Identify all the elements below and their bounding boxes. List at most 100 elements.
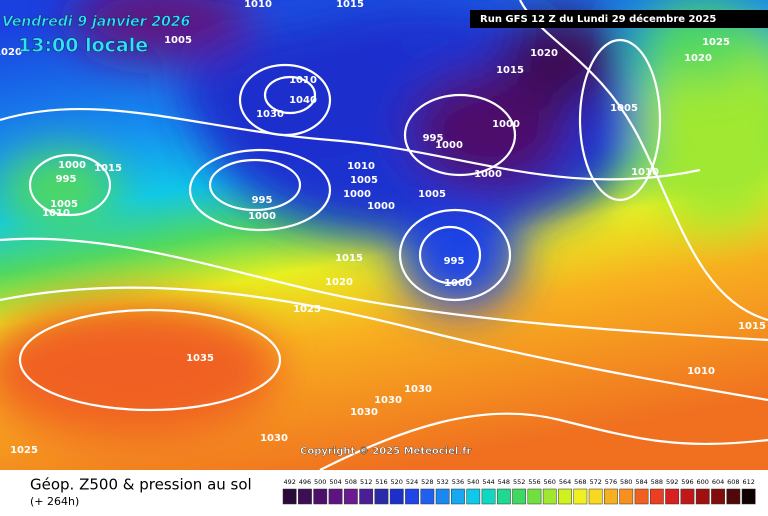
scale-label: 596 bbox=[681, 478, 693, 486]
scale-label: 536 bbox=[452, 478, 464, 486]
isobar-label: 1010 bbox=[687, 366, 715, 377]
isobar-label: 1030 bbox=[404, 384, 432, 395]
isobar-label: 1005 bbox=[50, 199, 78, 210]
isobar-label: 1005 bbox=[610, 103, 638, 114]
isobar-label: 1020 bbox=[0, 47, 22, 58]
scale-label: 552 bbox=[513, 478, 525, 486]
map-field bbox=[0, 0, 768, 470]
isobar-label: 1005 bbox=[164, 35, 192, 46]
scale-swatch bbox=[466, 488, 481, 505]
scale-label: 520 bbox=[391, 478, 403, 486]
scale-swatch bbox=[512, 488, 527, 505]
color-scale: 492 496 500 504 508 512 516 520 524 528 532 536 540 5… bbox=[282, 478, 756, 505]
isobar-label: 1030 bbox=[260, 433, 288, 444]
scale-swatch bbox=[359, 488, 374, 505]
scale-label: 492 bbox=[283, 478, 295, 486]
scale-label: 528 bbox=[421, 478, 433, 486]
scale-swatch bbox=[328, 488, 343, 505]
scale-label: 496 bbox=[299, 478, 311, 486]
isobars bbox=[0, 0, 768, 470]
lead-time: (+ 264h) bbox=[30, 495, 79, 508]
scale-label: 608 bbox=[727, 478, 739, 486]
isobar-label: 1000 bbox=[367, 201, 395, 212]
legend-title: Géop. Z500 & pression au sol bbox=[30, 476, 252, 494]
isobar-label: 1010 bbox=[289, 75, 317, 86]
scale-swatch bbox=[313, 488, 328, 505]
isobar-label: 1010 bbox=[244, 0, 272, 10]
scale-swatch bbox=[343, 488, 358, 505]
scale-swatch bbox=[542, 488, 557, 505]
scale-label: 500 bbox=[314, 478, 326, 486]
scale-label: 580 bbox=[620, 478, 632, 486]
scale-swatch bbox=[726, 488, 741, 505]
scale-swatch bbox=[451, 488, 465, 505]
scale-swatch bbox=[496, 488, 511, 505]
scale-label: 568 bbox=[574, 478, 586, 486]
isobar-label: 1020 bbox=[530, 48, 558, 59]
isobar-label: 1020 bbox=[325, 277, 353, 288]
scale-label: 560 bbox=[544, 478, 556, 486]
isobar-label: 995 bbox=[423, 133, 444, 144]
scale-swatch bbox=[711, 488, 725, 505]
scale-label: 516 bbox=[375, 478, 387, 486]
scale-label: 584 bbox=[635, 478, 647, 486]
isobar-label: 995 bbox=[56, 174, 77, 185]
map-title: Vendredi 9 janvier 2026 bbox=[2, 14, 191, 30]
scale-label: 576 bbox=[605, 478, 617, 486]
header: Vendredi 9 janvier 2026 13:00 locale Run… bbox=[2, 10, 768, 457]
scale-label: 572 bbox=[589, 478, 601, 486]
run-info: Run GFS 12 Z du Lundi 29 décembre 2025 bbox=[480, 13, 716, 25]
isobar-label: 1015 bbox=[94, 163, 122, 174]
scale-swatch bbox=[588, 488, 603, 505]
isobar-label: 995 bbox=[444, 256, 465, 267]
isobar-label: 1005 bbox=[418, 189, 446, 200]
scale-label: 544 bbox=[482, 478, 494, 486]
isobar-label: 1025 bbox=[293, 304, 321, 315]
isobar-label: 1025 bbox=[702, 37, 730, 48]
scale-swatch bbox=[405, 488, 419, 505]
scale-swatch bbox=[619, 488, 634, 505]
scale-swatch bbox=[695, 488, 710, 505]
isobar-label: 1030 bbox=[374, 395, 402, 406]
isobar-label: 1010 bbox=[42, 208, 70, 219]
scale-swatch bbox=[481, 488, 496, 505]
scale-swatch bbox=[604, 488, 618, 505]
isobar-label: 1010 bbox=[347, 161, 375, 172]
isobar-label: 1000 bbox=[435, 140, 463, 151]
isobar-label: 1030 bbox=[256, 109, 284, 120]
scale-swatch bbox=[665, 488, 680, 505]
labels: 1010101510201005101010401030101510201025… bbox=[0, 0, 766, 456]
scale-swatch bbox=[527, 488, 542, 505]
isobar-label: 1000 bbox=[474, 169, 502, 180]
isobar-label: 1000 bbox=[248, 211, 276, 222]
scale-label: 524 bbox=[406, 478, 418, 486]
scale-label: 612 bbox=[742, 478, 754, 486]
scale-label: 540 bbox=[467, 478, 479, 486]
scale-label: 548 bbox=[498, 478, 510, 486]
isobar-label: 1015 bbox=[335, 253, 363, 264]
isobar-label: 1040 bbox=[289, 95, 317, 106]
copyright: Copyright © 2025 Meteociel.fr bbox=[300, 446, 471, 457]
isobar-label: 1015 bbox=[496, 65, 524, 76]
scale-swatch bbox=[680, 488, 695, 505]
isobar-label: 1010 bbox=[631, 167, 659, 178]
isobar-label: 1000 bbox=[492, 119, 520, 130]
scale-label: 532 bbox=[436, 478, 448, 486]
scale-swatch bbox=[741, 488, 756, 505]
isobar-label: 1005 bbox=[350, 175, 378, 186]
isobar-label: 1025 bbox=[10, 445, 38, 456]
scale-swatch bbox=[298, 488, 312, 505]
isobar-label: 1015 bbox=[336, 0, 364, 10]
scale-swatch bbox=[374, 488, 389, 505]
scale-swatch bbox=[282, 488, 297, 505]
scale-swatch bbox=[420, 488, 435, 505]
scale-label: 604 bbox=[712, 478, 724, 486]
isobar-label: 1030 bbox=[350, 407, 378, 418]
map-subtitle: 13:00 locale bbox=[18, 35, 148, 57]
scale-swatch bbox=[634, 488, 649, 505]
scale-label: 592 bbox=[666, 478, 678, 486]
isobar-label: 1035 bbox=[186, 353, 214, 364]
isobar-label: 1000 bbox=[444, 278, 472, 289]
